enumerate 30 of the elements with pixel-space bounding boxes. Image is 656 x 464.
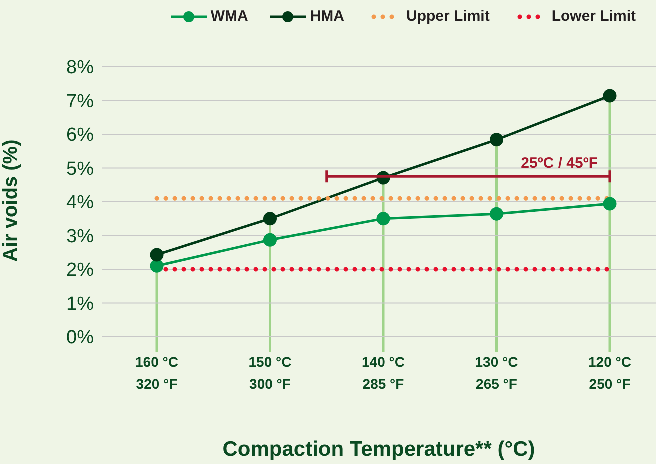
- legend-label: Lower Limit: [552, 8, 636, 25]
- y-axis-title: Air voids (%): [0, 140, 22, 262]
- legend-label: WMA: [210, 8, 248, 25]
- y-tick-label: 3%: [66, 226, 94, 248]
- x-tick-label: 160 °C 320 °F: [136, 354, 178, 392]
- x-tick-label: 130 °C 265 °F: [475, 354, 518, 392]
- point: [150, 248, 164, 262]
- y-tick-label: 4%: [66, 192, 94, 214]
- point: [264, 233, 277, 247]
- y-tick-label: 6%: [66, 125, 94, 146]
- annotation: 25ºC / 45ºF: [521, 154, 598, 172]
- x-axis-title: Compaction Temperature** (°C): [222, 438, 536, 461]
- y-tick-label: 8%: [66, 58, 94, 79]
- y-tick-label: 2%: [66, 260, 94, 282]
- x-tick-label: 140 °C 285 °F: [362, 354, 405, 392]
- point: [376, 212, 390, 226]
- legend-label: HMA: [310, 8, 344, 25]
- point: [264, 212, 277, 226]
- point: [603, 89, 617, 103]
- point: [150, 259, 164, 273]
- y-tick-label: 7%: [66, 91, 94, 112]
- y-tick-label: 0%: [66, 328, 94, 349]
- y-tick-label: 5%: [66, 158, 94, 180]
- point: [490, 207, 504, 221]
- point: [490, 133, 504, 147]
- x-tick-label: 150 °C 300 °F: [248, 354, 292, 392]
- legend-label: Upper Limit: [406, 8, 490, 25]
- point: [603, 197, 617, 211]
- y-tick-label: 1%: [66, 294, 94, 315]
- x-tick-label: 120 °C 250 °F: [588, 354, 632, 392]
